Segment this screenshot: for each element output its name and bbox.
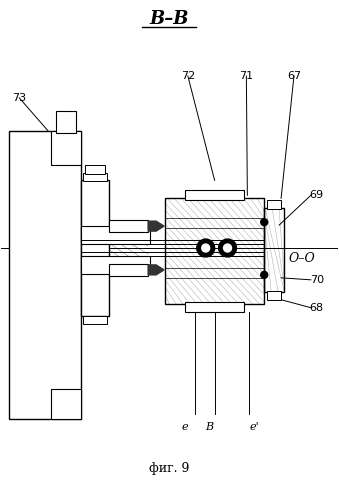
- Circle shape: [223, 244, 232, 252]
- Text: 71: 71: [239, 71, 254, 81]
- Text: B–B: B–B: [149, 10, 189, 28]
- Text: 68: 68: [310, 303, 324, 313]
- Bar: [264, 208, 284, 292]
- Text: e': e': [250, 422, 259, 432]
- Text: 73: 73: [12, 93, 26, 103]
- Bar: [185, 302, 244, 312]
- Text: 67: 67: [287, 71, 301, 81]
- Text: фиг. 9: фиг. 9: [149, 462, 189, 475]
- Text: O–O: O–O: [289, 252, 316, 265]
- Text: 72: 72: [181, 71, 195, 81]
- Circle shape: [202, 244, 210, 252]
- Bar: [83, 174, 106, 181]
- Text: B: B: [206, 422, 214, 432]
- Circle shape: [261, 271, 268, 278]
- Bar: [83, 316, 106, 323]
- Bar: [51, 389, 81, 419]
- Bar: [267, 291, 281, 300]
- Bar: [81, 180, 108, 316]
- Bar: [9, 131, 81, 419]
- Circle shape: [197, 239, 215, 257]
- FancyArrow shape: [148, 221, 164, 231]
- Bar: [108, 264, 148, 276]
- Bar: [165, 198, 264, 304]
- Bar: [51, 131, 81, 166]
- Text: e: e: [182, 422, 188, 432]
- Circle shape: [219, 239, 236, 257]
- Bar: [85, 166, 104, 175]
- Bar: [56, 111, 76, 133]
- Bar: [81, 256, 150, 274]
- Text: 70: 70: [310, 275, 324, 285]
- FancyArrow shape: [148, 265, 164, 275]
- Bar: [185, 190, 244, 200]
- Bar: [267, 200, 281, 209]
- Circle shape: [261, 219, 268, 226]
- Bar: [81, 226, 150, 244]
- Bar: [108, 220, 148, 232]
- Text: 69: 69: [310, 190, 324, 200]
